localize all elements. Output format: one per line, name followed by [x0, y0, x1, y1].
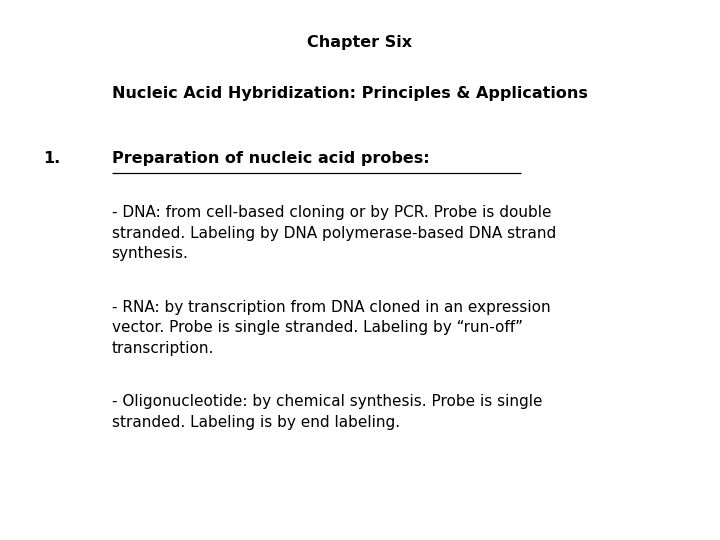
Text: - DNA: from cell-based cloning or by PCR. Probe is double
stranded. Labeling by : - DNA: from cell-based cloning or by PCR…: [112, 205, 556, 261]
Text: Chapter Six: Chapter Six: [307, 35, 413, 50]
Text: - Oligonucleotide: by chemical synthesis. Probe is single
stranded. Labeling is : - Oligonucleotide: by chemical synthesis…: [112, 394, 542, 430]
Text: - RNA: by transcription from DNA cloned in an expression
vector. Probe is single: - RNA: by transcription from DNA cloned …: [112, 300, 550, 355]
Text: Nucleic Acid Hybridization: Principles & Applications: Nucleic Acid Hybridization: Principles &…: [112, 86, 588, 102]
Text: Preparation of nucleic acid probes:: Preparation of nucleic acid probes:: [112, 151, 429, 166]
Text: 1.: 1.: [43, 151, 60, 166]
